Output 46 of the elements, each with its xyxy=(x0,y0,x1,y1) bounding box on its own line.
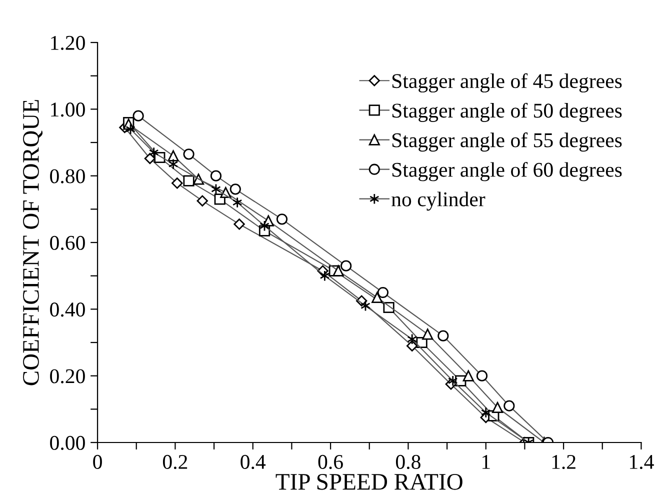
point xyxy=(480,406,491,418)
y-axis-title: COEFFICIENT OF TORQUE xyxy=(23,100,43,386)
point xyxy=(132,110,144,122)
x-tick-label: 1.4 xyxy=(630,455,654,470)
point xyxy=(210,170,222,182)
y-tick-label: 1.20 xyxy=(51,36,85,50)
point xyxy=(230,184,241,195)
y-tick-label: 1.00 xyxy=(51,102,85,117)
point xyxy=(377,286,389,298)
x-tick-label: 1.2 xyxy=(552,454,576,470)
legend-label: Stagger angle of 50 degrees xyxy=(392,102,622,122)
x-tick-label: 0.4 xyxy=(240,454,266,470)
point xyxy=(232,196,242,208)
x-tick-label: 0 xyxy=(93,454,102,469)
y-tick-label: 0.60 xyxy=(50,236,85,250)
point xyxy=(183,175,194,186)
point xyxy=(168,150,179,162)
point xyxy=(196,195,208,206)
legend-label: no cylinder xyxy=(392,192,486,211)
point xyxy=(504,400,515,412)
y-tick-label: 0.00 xyxy=(50,436,85,450)
point xyxy=(148,146,159,158)
x-tick-label: 0.6 xyxy=(318,454,343,470)
point xyxy=(462,370,474,382)
x-axis-title: TIP SPEED RATIO xyxy=(276,474,462,490)
point xyxy=(422,328,434,340)
point xyxy=(234,218,245,230)
x-tick-label: 0.2 xyxy=(162,454,188,470)
point xyxy=(340,260,352,272)
y-tick-label: 0.80 xyxy=(50,169,85,184)
point xyxy=(438,330,449,342)
point xyxy=(172,178,183,189)
point xyxy=(332,265,344,276)
y-tick-label: 0.20 xyxy=(50,369,85,384)
legend-label: Stagger angle of 60 degrees xyxy=(392,162,622,182)
point xyxy=(276,214,288,225)
legend-label: Stagger angle of 55 degrees xyxy=(392,132,622,152)
x-tick-label: 0.8 xyxy=(396,454,420,470)
legend-label: Stagger angle of 45 degrees xyxy=(392,73,622,92)
point xyxy=(492,402,504,414)
point xyxy=(372,292,383,304)
y-tick-label: 0.40 xyxy=(50,302,85,317)
point xyxy=(183,148,194,160)
point xyxy=(448,375,458,386)
point xyxy=(476,370,488,382)
x-tick-label: 1 xyxy=(482,455,490,469)
